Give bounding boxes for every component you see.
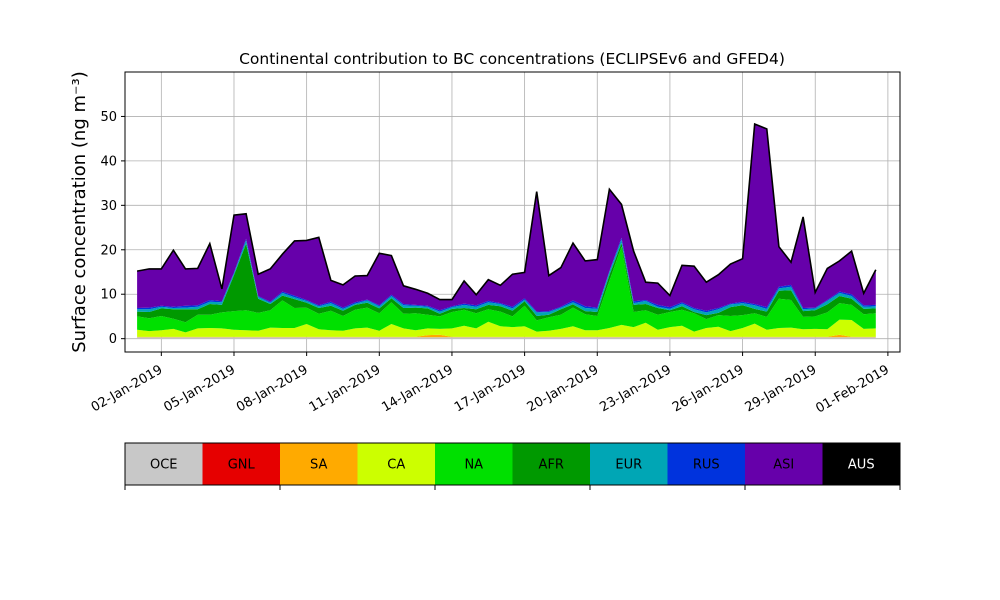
colorbar-frame [124,442,901,486]
area-sa [137,334,876,338]
y-axis-label: Surface concentration (ng m⁻³) [69,71,90,353]
colorbar-label-ca: CA [387,458,405,473]
colorbar-cell-na [435,443,513,485]
colorbar-cell-asi [745,443,823,485]
y-tick-label: 30 [100,199,117,214]
y-tick-label: 40 [100,154,117,169]
colorbar-cell-oce [125,443,203,485]
colorbar-label-asi: ASI [773,458,794,473]
colorbar-label-aus: AUS [848,458,875,473]
colorbar-cell-eur [590,443,668,485]
plot-frame [124,71,901,353]
region-colorbar: OCE GNL SA CA NA AFR EUR RUS ASI AUS [124,442,901,490]
y-tick-label: 0 [109,332,117,347]
colorbar-cell-aus [822,443,901,485]
colorbar-cell-sa [280,443,358,485]
colorbar-cell-gnl [202,443,281,485]
area-oce [137,337,876,339]
axes [124,71,901,353]
y-tick-label: 20 [100,243,117,258]
colorbar-label-afr: AFR [539,458,564,473]
area-afr [137,243,876,323]
area-eur [137,239,876,316]
y-tick-label: 10 [100,288,117,303]
colorbar-label-rus: RUS [693,458,720,473]
y-axis-ticks: 0 10 20 30 40 50 [100,110,125,347]
colorbar-cell-ca [357,443,436,485]
colorbar-label-oce: OCE [150,458,178,473]
colorbar-label-gnl: GNL [228,458,256,473]
area-asi [137,124,876,312]
chart-title: Continental contribution to BC concentra… [239,50,785,68]
area-na [137,246,876,333]
colorbar-label-na: NA [464,458,483,473]
y-tick-label: 50 [100,110,117,125]
colorbar-label-eur: EUR [615,458,642,473]
total-outline [136,122,877,301]
colorbar-label-sa: SA [310,458,327,473]
area-ca [137,319,876,337]
colorbar-cell-afr [512,443,591,485]
stacked-area-series [136,122,877,339]
colorbar-cell-rus [667,443,746,485]
